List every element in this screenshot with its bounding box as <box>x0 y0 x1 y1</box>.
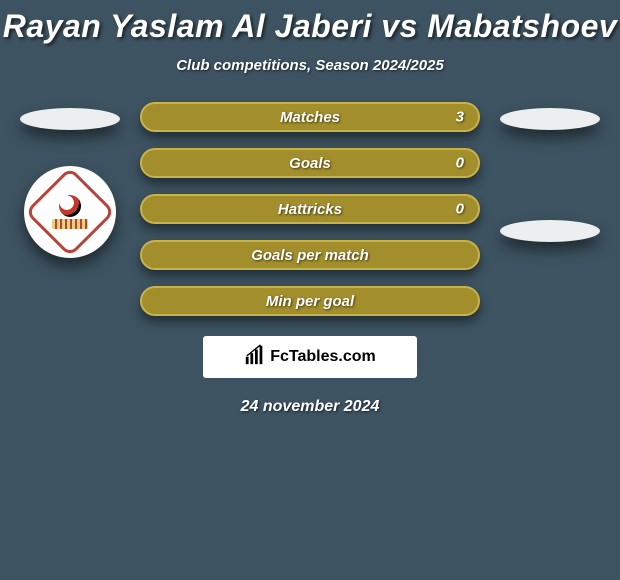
page-subtitle: Club competitions, Season 2024/2025 <box>0 57 620 74</box>
club-badge-graphic <box>52 195 88 229</box>
right-player-column <box>500 102 600 242</box>
player-avatar-placeholder <box>500 220 600 242</box>
date-label: 24 november 2024 <box>0 398 620 416</box>
infographic-root: Rayan Yaslam Al Jaberi vs Mabatshoev Clu… <box>0 0 620 416</box>
player-avatar-placeholder <box>20 108 120 130</box>
stat-pill: Goals per match <box>140 240 480 270</box>
stat-pill: Matches 3 <box>140 102 480 132</box>
stat-value: 3 <box>456 109 464 126</box>
club-badge <box>25 167 116 258</box>
football-icon <box>59 195 81 217</box>
badge-stripes <box>52 219 88 229</box>
comparison-row: Matches 3 Goals 0 Hattricks 0 Goals per match M… <box>0 102 620 316</box>
stat-value: 0 <box>456 155 464 172</box>
stat-label: Goals per match <box>251 247 369 264</box>
page-title: Rayan Yaslam Al Jaberi vs Mabatshoev <box>0 8 620 45</box>
left-player-column <box>20 102 120 258</box>
bar-chart-icon <box>244 344 266 371</box>
stat-pill: Goals 0 <box>140 148 480 178</box>
stat-label: Min per goal <box>266 293 354 310</box>
stat-pill: Hattricks 0 <box>140 194 480 224</box>
stats-column: Matches 3 Goals 0 Hattricks 0 Goals per match M… <box>140 102 480 316</box>
attribution-label: FcTables.com <box>270 348 376 366</box>
spacer <box>500 158 600 192</box>
stat-label: Goals <box>289 155 331 172</box>
stat-value: 0 <box>456 201 464 218</box>
player-avatar-placeholder <box>500 108 600 130</box>
stat-pill: Min per goal <box>140 286 480 316</box>
club-badge-container <box>24 166 116 258</box>
stat-label: Matches <box>280 109 340 126</box>
stat-label: Hattricks <box>278 201 342 218</box>
attribution-box: FcTables.com <box>203 336 417 378</box>
